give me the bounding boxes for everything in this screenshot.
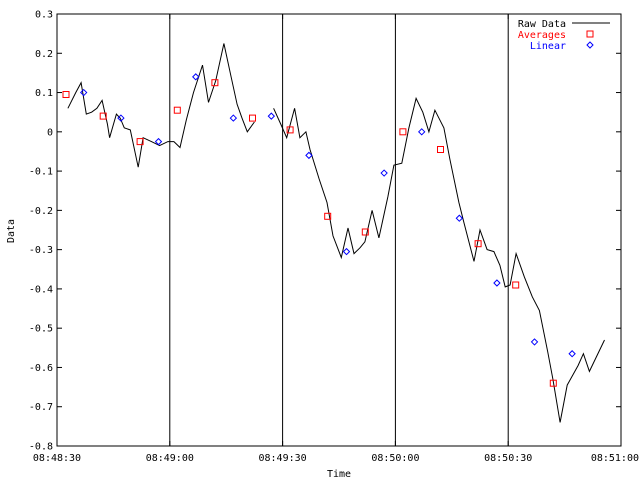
linear-point bbox=[154, 137, 163, 146]
averages-point bbox=[249, 114, 256, 122]
axis-ticks: -0.8 -0.7 -0.6 -0.5 -0.4 -0.3 -0.2 -0.1 0 0.1 0.2 0… bbox=[29, 10, 639, 465]
averages-point bbox=[99, 112, 107, 120]
averages-point bbox=[286, 126, 294, 134]
linear-point bbox=[380, 169, 388, 177]
y-tick-label: -0.7 bbox=[29, 402, 53, 413]
x-axis-label: Time bbox=[327, 469, 351, 480]
x-tick-label: 08:50:30 bbox=[484, 453, 532, 464]
y-tick-label: 0.3 bbox=[35, 10, 53, 21]
legend-square-marker bbox=[586, 30, 594, 38]
plot-frame bbox=[56, 13, 622, 447]
averages-point bbox=[136, 138, 144, 146]
legend-diamond-marker bbox=[586, 41, 594, 49]
y-tick-label: 0.1 bbox=[35, 88, 53, 99]
averages-point bbox=[211, 79, 219, 87]
y-tick-label: -0.4 bbox=[29, 284, 53, 295]
linear-point bbox=[267, 112, 276, 120]
y-tick-label: -0.2 bbox=[29, 206, 53, 217]
y-tick-label: -0.6 bbox=[29, 363, 53, 374]
raw-data-line bbox=[67, 43, 255, 168]
y-tick-label: -0.8 bbox=[29, 442, 53, 453]
averages-point bbox=[437, 146, 444, 153]
linear-point bbox=[79, 88, 88, 97]
averages-point bbox=[324, 212, 332, 220]
legend-label-linear: Linear bbox=[530, 41, 566, 52]
x-tick-label: 08:50:00 bbox=[371, 453, 419, 464]
x-tick-label: 08:49:00 bbox=[146, 453, 194, 464]
x-tick-label: 08:51:00 bbox=[591, 453, 639, 464]
y-tick-label: -0.5 bbox=[29, 324, 53, 335]
averages-point bbox=[512, 281, 520, 289]
linear-point bbox=[493, 279, 501, 287]
linear-point bbox=[568, 350, 576, 358]
linear-point bbox=[455, 214, 464, 222]
legend: Raw Data Averages Linear bbox=[518, 19, 610, 52]
averages-point bbox=[549, 379, 557, 387]
linear-point bbox=[229, 114, 238, 122]
linear-point bbox=[342, 247, 351, 256]
x-tick-label: 08:49:30 bbox=[259, 453, 307, 464]
averages-point bbox=[361, 228, 369, 236]
y-tick-label: 0 bbox=[47, 127, 53, 138]
linear-point bbox=[192, 73, 200, 81]
x-tick-label: 08:48:30 bbox=[33, 453, 81, 464]
averages-point bbox=[474, 240, 482, 248]
averages-point bbox=[173, 106, 181, 114]
vertical-lines bbox=[169, 14, 509, 446]
y-tick-label: -0.3 bbox=[29, 245, 53, 256]
linear-point bbox=[305, 151, 313, 160]
legend-label-raw-data: Raw Data bbox=[518, 19, 566, 30]
raw-data-line bbox=[273, 96, 605, 423]
legend-label-averages: Averages bbox=[518, 30, 566, 41]
linear-point bbox=[117, 114, 125, 122]
y-axis-label: Data bbox=[6, 219, 17, 243]
averages-point bbox=[399, 128, 407, 136]
linear-point bbox=[418, 128, 426, 136]
linear-point bbox=[530, 338, 539, 346]
y-tick-label: 0.2 bbox=[35, 49, 53, 60]
series-layer bbox=[62, 43, 605, 423]
y-tick-label: -0.1 bbox=[29, 167, 53, 178]
averages-point bbox=[62, 91, 70, 98]
